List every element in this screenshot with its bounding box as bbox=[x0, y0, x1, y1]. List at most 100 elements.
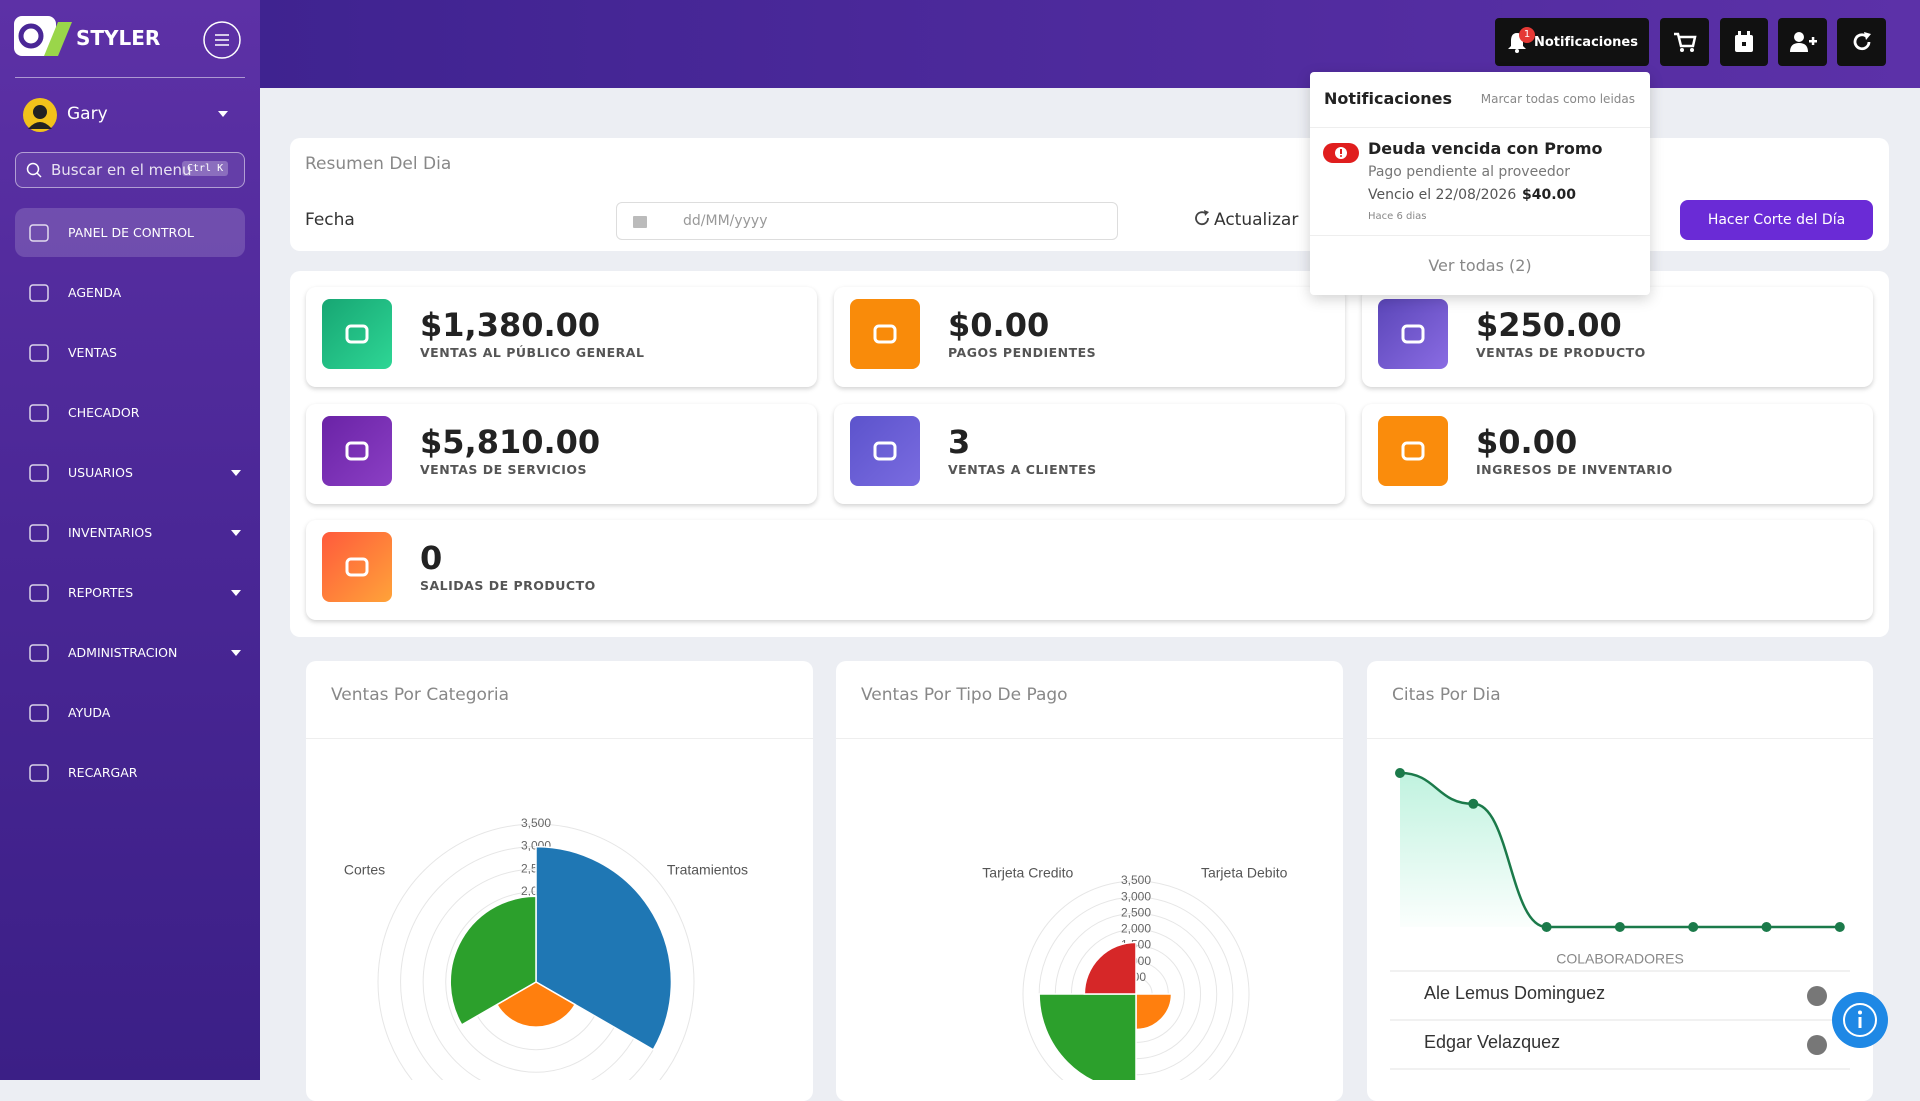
icon-shape bbox=[29, 283, 49, 302]
glyph bbox=[1401, 441, 1425, 461]
glyph bbox=[1401, 324, 1425, 344]
menu-label: INVENTARIOS bbox=[68, 525, 153, 540]
menu-item[interactable]: USUARIOS bbox=[15, 448, 245, 497]
brand: STYLER bbox=[76, 26, 161, 50]
list-title: COLABORADORES bbox=[1556, 951, 1684, 967]
close-day-button[interactable]: Hacer Corte del Día bbox=[1680, 200, 1873, 240]
polar-segment bbox=[495, 981, 577, 1028]
summary-title: Resumen Del Dia bbox=[305, 154, 452, 174]
menu-item[interactable]: ADMINISTRACION bbox=[15, 628, 245, 677]
divider bbox=[1310, 127, 1650, 128]
stat-value: 3 bbox=[948, 423, 971, 461]
cart-button[interactable] bbox=[1660, 18, 1709, 66]
category-label: Tratamientos bbox=[667, 862, 748, 878]
search-box[interactable]: Buscar en el menu Ctrl K bbox=[15, 152, 245, 188]
menu-label: PANEL DE CONTROL bbox=[68, 225, 195, 240]
icon-shape bbox=[29, 343, 49, 362]
glyph bbox=[345, 441, 369, 461]
notifications-button[interactable]: Notificaciones bbox=[1495, 18, 1649, 66]
menu-label: REPORTES bbox=[68, 585, 134, 600]
sidebar: STYLER Gary Buscar en el menu Ctrl K PAN… bbox=[0, 0, 260, 1080]
add-user-icon bbox=[1789, 32, 1817, 52]
refresh-button[interactable]: Actualizar bbox=[1214, 210, 1299, 230]
menu-item[interactable]: INVENTARIOS bbox=[15, 508, 245, 557]
menu-item[interactable]: AYUDA bbox=[15, 688, 245, 737]
divider bbox=[1367, 738, 1873, 739]
menu-item[interactable]: REPORTES bbox=[15, 568, 245, 617]
calendar-button[interactable] bbox=[1720, 18, 1768, 66]
notifications-dropdown: Notificaciones Marcar todas como leidas … bbox=[1310, 72, 1650, 295]
stat-card: $5,810.00 VENTAS DE SERVICIOS bbox=[306, 404, 817, 504]
stat-card: $250.00 VENTAS DE PRODUCTO bbox=[1362, 287, 1873, 387]
refresh-icon bbox=[1195, 210, 1209, 226]
menu-label: USUARIOS bbox=[68, 465, 133, 480]
menu-icon bbox=[29, 703, 49, 722]
point bbox=[1468, 798, 1479, 809]
stat-label: INGRESOS DE INVENTARIO bbox=[1476, 462, 1673, 477]
date-label: Fecha bbox=[305, 210, 355, 230]
reload-button[interactable] bbox=[1837, 18, 1886, 66]
polar-segment bbox=[449, 895, 537, 1026]
notification-amount: $40.00 bbox=[1522, 187, 1577, 203]
menu-item[interactable]: CHECADOR bbox=[15, 388, 245, 437]
notification-title[interactable]: Deuda vencida con Promo bbox=[1368, 139, 1603, 158]
collaborator-name[interactable]: Edgar Velazquez bbox=[1424, 1032, 1560, 1052]
menu-label: VENTAS bbox=[68, 345, 117, 360]
info-button[interactable] bbox=[1831, 991, 1889, 1049]
date-input[interactable]: dd/MM/yyyy bbox=[616, 202, 1118, 240]
menu-item[interactable]: VENTAS bbox=[15, 328, 245, 377]
r-tick-label: 2,000 bbox=[1121, 922, 1151, 936]
stat-value: $0.00 bbox=[1476, 423, 1578, 461]
notification-due: Vencio el 22/08/2026 bbox=[1368, 187, 1517, 203]
add-user-button[interactable] bbox=[1778, 18, 1827, 66]
area bbox=[1400, 773, 1840, 927]
category-label: Tarjeta Credito bbox=[982, 865, 1073, 881]
point bbox=[1761, 922, 1772, 932]
notification-badge: 1 bbox=[1519, 27, 1535, 43]
menu-item[interactable]: PANEL DE CONTROL bbox=[15, 208, 245, 257]
logo bbox=[14, 16, 72, 56]
notification-text: Pago pendiente al proveedor bbox=[1368, 164, 1571, 180]
icon-shape bbox=[29, 643, 49, 662]
stat-card: $0.00 INGRESOS DE INVENTARIO bbox=[1362, 404, 1873, 504]
grid-circle bbox=[1022, 880, 1250, 1080]
menu-label: RECARGAR bbox=[68, 765, 138, 780]
stat-value: $250.00 bbox=[1476, 306, 1622, 344]
stat-value: $0.00 bbox=[948, 306, 1050, 344]
stat-label: VENTAS DE SERVICIOS bbox=[420, 462, 587, 477]
icon-shape bbox=[29, 403, 49, 422]
stat-card: $0.00 PAGOS PENDIENTES bbox=[834, 287, 1345, 387]
glyph bbox=[345, 557, 369, 577]
mark-all-read[interactable]: Marcar todas como leidas bbox=[1480, 92, 1635, 106]
category-label: Tarjeta Debito bbox=[1201, 865, 1288, 881]
r-tick-label: 3,500 bbox=[521, 816, 551, 830]
person-icon bbox=[1807, 1035, 1827, 1055]
menu-icon bbox=[29, 283, 49, 302]
menu-toggle[interactable] bbox=[202, 20, 242, 60]
caret-shape bbox=[231, 650, 241, 656]
search-shortcut: Ctrl K bbox=[182, 161, 229, 176]
view-all[interactable]: Ver todas (2) bbox=[1428, 256, 1532, 275]
caret bbox=[218, 111, 228, 117]
reload-icon bbox=[1853, 32, 1871, 51]
menu-icon bbox=[29, 223, 49, 242]
menu-item[interactable]: RECARGAR bbox=[15, 748, 245, 797]
search-icon bbox=[26, 162, 42, 178]
stat-card: 3 VENTAS A CLIENTES bbox=[834, 404, 1345, 504]
icon-shape bbox=[29, 523, 49, 542]
menu-icon bbox=[29, 403, 49, 422]
r-tick-label: 3,500 bbox=[1121, 873, 1151, 887]
menu-label: AGENDA bbox=[68, 285, 122, 300]
point bbox=[1395, 768, 1405, 778]
stat-value: $5,810.00 bbox=[420, 423, 601, 461]
menu-icon bbox=[29, 583, 49, 602]
collaborator-name[interactable]: Ale Lemus Dominguez bbox=[1424, 983, 1605, 1003]
stat-label: VENTAS AL PÚBLICO GENERAL bbox=[420, 345, 645, 360]
menu-label: ADMINISTRACION bbox=[68, 645, 178, 660]
notification-time: Hace 6 dias bbox=[1368, 211, 1427, 222]
stat-label: VENTAS A CLIENTES bbox=[948, 462, 1097, 477]
user-name[interactable]: Gary bbox=[67, 104, 108, 124]
search-placeholder: Buscar en el menu bbox=[51, 161, 192, 179]
date-placeholder: dd/MM/yyyy bbox=[683, 213, 768, 229]
menu-item[interactable]: AGENDA bbox=[15, 268, 245, 317]
